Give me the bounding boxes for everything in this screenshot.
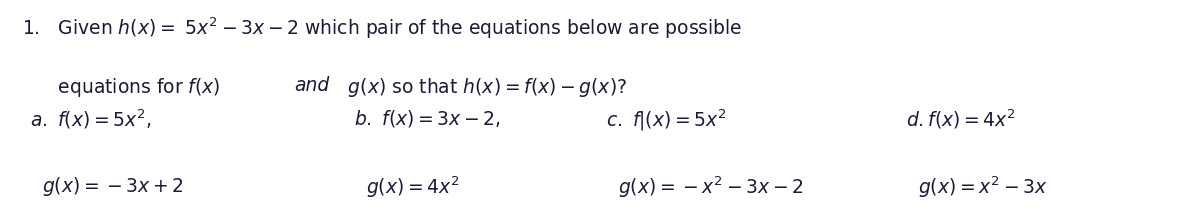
- Text: $d.f(x) = 4x^2$: $d.f(x) = 4x^2$: [906, 108, 1016, 131]
- Text: $g(x) = -x^2 - 3x - 2$: $g(x) = -x^2 - 3x - 2$: [618, 175, 804, 200]
- Text: 1.   Given $h(x) = \ 5x^2 - 3x - 2$ which pair of the equations below are possib: 1. Given $h(x) = \ 5x^2 - 3x - 2$ which …: [22, 16, 742, 41]
- Text: $a. \ f(x) = 5x^2,$: $a. \ f(x) = 5x^2,$: [30, 108, 151, 131]
- Text: $b. \ f(x) = 3x - 2,$: $b. \ f(x) = 3x - 2,$: [354, 108, 502, 129]
- Text: $g(x) = -3x + 2$: $g(x) = -3x + 2$: [42, 175, 184, 198]
- Text: $g(x) = x^2 - 3x$: $g(x) = x^2 - 3x$: [918, 175, 1048, 200]
- Text: $g(x)$ so that $h(x) = f(x) - g(x)$?: $g(x)$ so that $h(x) = f(x) - g(x)$?: [342, 76, 628, 99]
- Text: $g(x) = 4x^2$: $g(x) = 4x^2$: [366, 175, 460, 200]
- Text: $c. \ f|(x) = 5x^2$: $c. \ f|(x) = 5x^2$: [606, 108, 727, 133]
- Text: equations for $f(x)$: equations for $f(x)$: [22, 76, 221, 99]
- Text: and: and: [294, 76, 329, 95]
